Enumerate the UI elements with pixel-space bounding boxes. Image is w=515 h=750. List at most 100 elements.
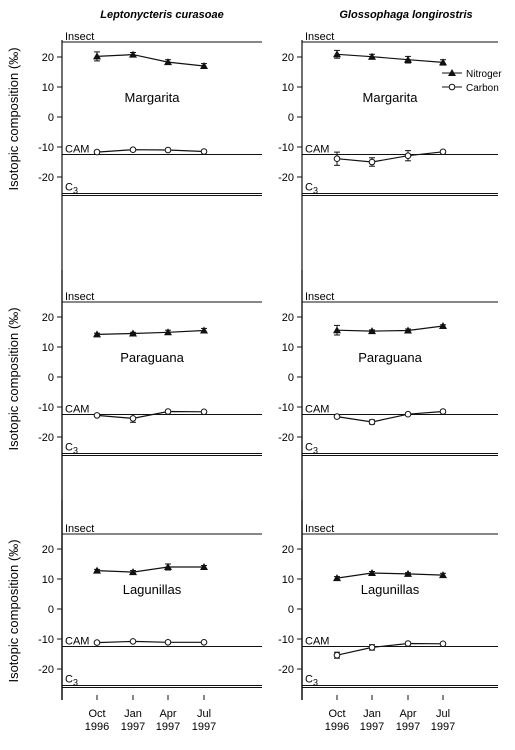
carbon-point xyxy=(129,638,137,645)
x-tick-year: 1997 xyxy=(360,721,384,733)
y-axis-label: Isotopic composition (‰) xyxy=(6,47,21,190)
nitrogen-point xyxy=(368,569,376,576)
site-label: Lagunillas xyxy=(123,582,182,597)
reference-label: Insect xyxy=(305,523,334,535)
carbon-series-line xyxy=(96,410,205,420)
y-tick-label: 0 xyxy=(288,112,294,124)
nitrogen-point xyxy=(404,326,412,334)
x-tick-month: Oct xyxy=(328,708,345,720)
reference-label: CAM xyxy=(65,144,89,156)
nitrogen-point xyxy=(333,574,341,582)
nitrogen-series-line xyxy=(96,53,205,67)
column-title: Leptonycteris curasoae xyxy=(100,9,224,21)
reference-label: CAM xyxy=(65,636,89,648)
carbon-point xyxy=(404,410,412,418)
reference-label: CAM xyxy=(305,636,329,648)
reference-label-c3: C3 xyxy=(305,182,318,196)
x-tick-year: 1997 xyxy=(396,721,420,733)
nitrogen-point xyxy=(93,52,101,60)
nitrogen-series-line xyxy=(96,329,205,335)
reference-label: Insect xyxy=(305,291,334,303)
y-tick-label: 20 xyxy=(42,544,54,556)
x-tick-month: Oct xyxy=(88,708,105,720)
y-tick-label: 20 xyxy=(282,312,294,324)
legend-carbon-marker xyxy=(448,83,456,91)
y-tick-label: 20 xyxy=(282,544,294,556)
carbon-point xyxy=(200,148,208,155)
nitrogen-point xyxy=(93,330,101,338)
y-tick-label: 10 xyxy=(42,574,54,586)
carbon-point xyxy=(333,413,341,420)
carbon-point xyxy=(333,651,341,659)
carbon-point xyxy=(404,152,412,159)
nitrogen-point xyxy=(200,563,208,570)
carbon-point xyxy=(164,639,172,646)
y-axis-label: Isotopic composition (‰) xyxy=(6,539,21,682)
carbon-point xyxy=(129,146,137,153)
y-tick-label: 0 xyxy=(48,372,54,384)
nitrogen-point xyxy=(404,569,412,577)
x-tick-month: Jan xyxy=(363,708,381,720)
carbon-point xyxy=(439,148,447,156)
nitrogen-point xyxy=(439,571,447,579)
y-tick-label: -10 xyxy=(38,634,54,646)
carbon-series-line xyxy=(96,149,205,153)
reference-label: CAM xyxy=(65,404,89,416)
carbon-point xyxy=(200,408,208,416)
x-tick-year: 1997 xyxy=(192,721,216,733)
column-title: Glossophaga longirostris xyxy=(339,9,472,21)
reference-label: Insect xyxy=(65,523,94,535)
site-label: Margarita xyxy=(125,90,181,105)
reference-label: Insect xyxy=(305,31,334,43)
y-tick-label: -10 xyxy=(278,142,294,154)
y-tick-label: 0 xyxy=(288,604,294,616)
nitrogen-point xyxy=(129,568,137,576)
carbon-point xyxy=(368,644,376,651)
y-tick-label: 20 xyxy=(42,312,54,324)
nitrogen-point xyxy=(333,50,341,58)
y-tick-label: 10 xyxy=(282,574,294,586)
y-tick-label: -20 xyxy=(278,172,294,184)
x-tick-year: 1997 xyxy=(156,721,180,733)
nitrogen-series-line xyxy=(96,566,204,573)
nitrogen-point xyxy=(333,326,341,334)
nitrogen-point xyxy=(129,50,137,58)
legend-label: Nitroger xyxy=(466,69,502,80)
carbon-series-line xyxy=(336,410,444,423)
site-label: Lagunillas xyxy=(361,582,420,597)
y-tick-label: -10 xyxy=(38,402,54,414)
x-tick-year: 1997 xyxy=(431,721,455,733)
nitrogen-point xyxy=(164,58,172,66)
carbon-series-line xyxy=(336,642,444,656)
reference-label-c3: C3 xyxy=(65,182,78,196)
nitrogen-point xyxy=(93,566,101,574)
carbon-point xyxy=(164,408,172,415)
y-tick-label: -10 xyxy=(38,142,54,154)
y-tick-label: -10 xyxy=(278,402,294,414)
x-tick-month: Apr xyxy=(399,708,416,720)
reference-label-c3: C3 xyxy=(305,442,318,456)
carbon-series-line xyxy=(96,640,204,644)
x-tick-month: Jan xyxy=(124,708,142,720)
carbon-point xyxy=(439,640,447,648)
x-tick-year: 1996 xyxy=(325,721,349,733)
y-tick-label: 10 xyxy=(42,342,54,354)
y-tick-label: -20 xyxy=(38,172,54,184)
y-axis-label: Isotopic composition (‰) xyxy=(6,307,21,450)
nitrogen-point xyxy=(200,62,208,69)
reference-label: CAM xyxy=(305,404,329,416)
nitrogen-series-line xyxy=(336,53,444,63)
y-tick-label: 0 xyxy=(48,112,54,124)
carbon-point xyxy=(333,155,341,162)
y-tick-label: 20 xyxy=(282,52,294,64)
nitrogen-series-line xyxy=(336,572,444,579)
carbon-point xyxy=(93,148,101,156)
nitrogen-point xyxy=(404,55,412,63)
y-tick-label: -10 xyxy=(278,634,294,646)
carbon-point xyxy=(404,640,412,647)
nitrogen-series-line xyxy=(336,325,444,332)
nitrogen-point xyxy=(368,327,376,335)
y-tick-label: 20 xyxy=(42,52,54,64)
x-tick-month: Jul xyxy=(197,708,211,720)
